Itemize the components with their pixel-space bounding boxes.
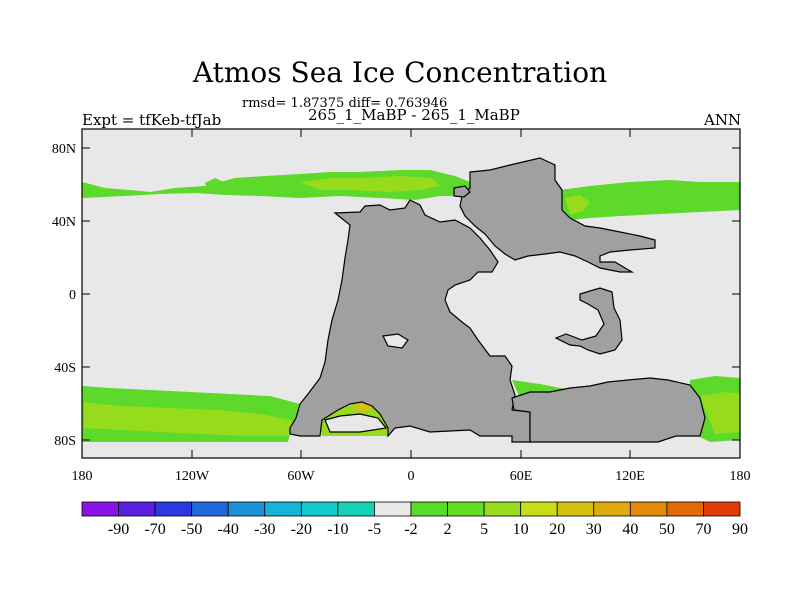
colorbar-swatch: [264, 501, 302, 517]
colorbar-label: -70: [144, 521, 165, 538]
colorbar-swatch: [703, 501, 741, 517]
colorbar-label: -20: [291, 521, 312, 538]
colorbar-label: 20: [549, 521, 565, 538]
colorbar-label: -40: [218, 521, 239, 538]
stats-line: rmsd= 1.87375 diff= 0.763946: [242, 96, 448, 111]
colorbar-swatch: [556, 501, 595, 517]
colorbar-label: -30: [254, 521, 275, 538]
colorbar-label: 40: [622, 521, 638, 538]
northern-ice-band: [82, 170, 740, 220]
lat-label-40s: 40S: [54, 361, 76, 376]
lon-label-180w: 180: [72, 469, 93, 484]
colorbar-swatch: [629, 501, 668, 517]
colorbar-label: 50: [659, 521, 675, 538]
land-small-island-north: [453, 185, 471, 198]
lon-label-60e: 60E: [510, 469, 533, 484]
colorbar-swatch: [337, 501, 375, 517]
experiment-label: Expt = tfKeb-tfJab: [82, 111, 222, 129]
colorbar-swatch: [520, 501, 558, 517]
land-southern-continent: [511, 377, 706, 443]
land-eastern-continent: [459, 157, 656, 273]
land-tiny-island: [382, 333, 409, 349]
lon-label-120w: 120W: [175, 469, 210, 484]
lat-label-80n: 80N: [52, 142, 76, 157]
lat-axis: 80N 40N 0 40S 80S: [52, 142, 740, 449]
colorbar-swatch: [666, 501, 704, 517]
land-island-chain: [554, 287, 623, 355]
lat-label-40n: 40N: [52, 215, 76, 230]
colorbar-swatch: [483, 501, 522, 517]
season-label: ANN: [704, 111, 742, 129]
colorbar-label: 2: [444, 521, 452, 538]
colorbar-swatch: [191, 501, 229, 517]
lon-label-180e: 180: [730, 469, 751, 484]
lon-label-60w: 60W: [287, 469, 315, 484]
colorbar-label: -2: [404, 521, 417, 538]
southern-ice-band: [82, 376, 740, 442]
colorbar-swatch: [81, 501, 119, 517]
colorbar: -90 -70 -50 -40 -30 -20 -10 -5 -2 2 5 10 20 30 40 50 70 9…: [81, 501, 748, 538]
colorbar-label: 5: [480, 521, 488, 538]
lat-label-80s: 80S: [54, 434, 76, 449]
colorbar-label: 30: [586, 521, 602, 538]
colorbar-label: -50: [181, 521, 202, 538]
colorbar-label: 90: [732, 521, 748, 538]
experiment-pair: 265_1_MaBP - 265_1_MaBP: [308, 106, 520, 124]
colorbar-label: -90: [108, 521, 129, 538]
lon-axis: 180 120W 60W 0 60E 120E 180: [72, 129, 751, 484]
chart-title: Atmos Sea Ice Concentration: [192, 56, 608, 89]
colorbar-label: -10: [327, 521, 348, 538]
colorbar-swatch: [154, 501, 193, 517]
colorbar-swatch: [118, 501, 156, 517]
lon-label-120e: 120E: [615, 469, 645, 484]
colorbar-swatch: [410, 501, 448, 517]
colorbar-swatch: [447, 501, 485, 517]
colorbar-swatch: [300, 501, 339, 517]
colorbar-swatch: [593, 501, 631, 517]
lat-label-0: 0: [69, 288, 76, 303]
colorbar-label: 10: [513, 521, 529, 538]
colorbar-swatch: [374, 501, 412, 517]
colorbar-swatch: [227, 501, 266, 517]
colorbar-label: 70: [695, 521, 711, 538]
colorbar-label: -5: [368, 521, 381, 538]
lon-label-0: 0: [408, 469, 415, 484]
land-masses: [289, 157, 706, 443]
